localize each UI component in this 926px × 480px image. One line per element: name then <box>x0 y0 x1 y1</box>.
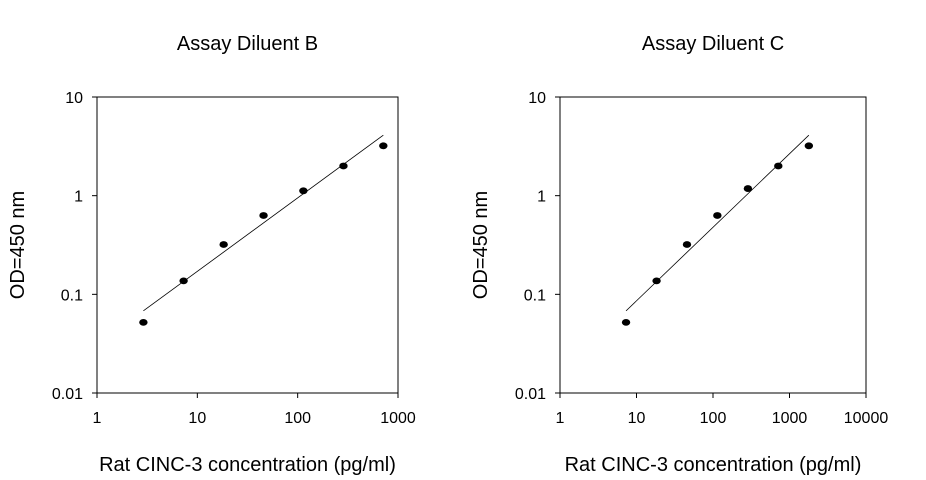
y-axis-label: OD=450 nm <box>7 191 29 299</box>
chart-panel-2: Assay Diluent C 1 10 100 1000 10000 0.01 0.1 1 10… <box>470 33 888 476</box>
data-point <box>179 277 188 285</box>
y-axis-label: OD=450 nm <box>470 191 492 299</box>
plot-frame <box>96 96 399 394</box>
x-axis-label: Rat CINC-3 concentration (pg/ml) <box>99 454 396 476</box>
x-tick-label: 1000 <box>772 410 808 427</box>
fit-line <box>625 134 810 312</box>
data-point <box>804 142 814 150</box>
plot-frame <box>559 96 867 394</box>
y-tick-label: 10 <box>65 90 83 107</box>
chart-panel-1: Assay Diluent B 1 10 100 1000 0.01 0.1 1 10 Rat C… <box>7 33 416 476</box>
y-tick-label: 0.1 <box>524 287 546 304</box>
data-point <box>774 162 783 170</box>
fit-line <box>143 134 384 312</box>
data-point <box>682 241 692 248</box>
chart-title: Assay Diluent C <box>642 33 784 55</box>
data-point <box>139 318 148 326</box>
data-point <box>219 241 228 248</box>
x-tick-label: 100 <box>284 410 311 427</box>
data-point <box>713 212 722 219</box>
data-point <box>652 277 661 285</box>
data-point <box>259 212 268 219</box>
data-point <box>299 187 308 195</box>
data-point <box>621 318 631 326</box>
x-tick-label: 1000 <box>380 410 416 427</box>
y-tick-label: 0.01 <box>515 386 546 403</box>
x-tick-label: 1 <box>93 410 102 427</box>
x-tick-label: 10 <box>188 410 206 427</box>
x-tick-label: 10000 <box>844 410 889 427</box>
x-tick-label: 10 <box>628 410 646 427</box>
data-point <box>339 162 348 170</box>
y-tick-label: 0.01 <box>52 386 83 403</box>
y-tick-label: 1 <box>74 189 83 206</box>
y-tick-label: 10 <box>528 90 546 107</box>
x-tick-label: 100 <box>700 410 727 427</box>
data-point <box>379 142 388 150</box>
x-tick-label: 1 <box>556 410 565 427</box>
y-tick-label: 1 <box>537 189 546 206</box>
data-point <box>743 185 753 192</box>
x-axis-label: Rat CINC-3 concentration (pg/ml) <box>565 454 862 476</box>
chart-title: Assay Diluent B <box>177 33 318 55</box>
y-tick-label: 0.1 <box>61 287 83 304</box>
